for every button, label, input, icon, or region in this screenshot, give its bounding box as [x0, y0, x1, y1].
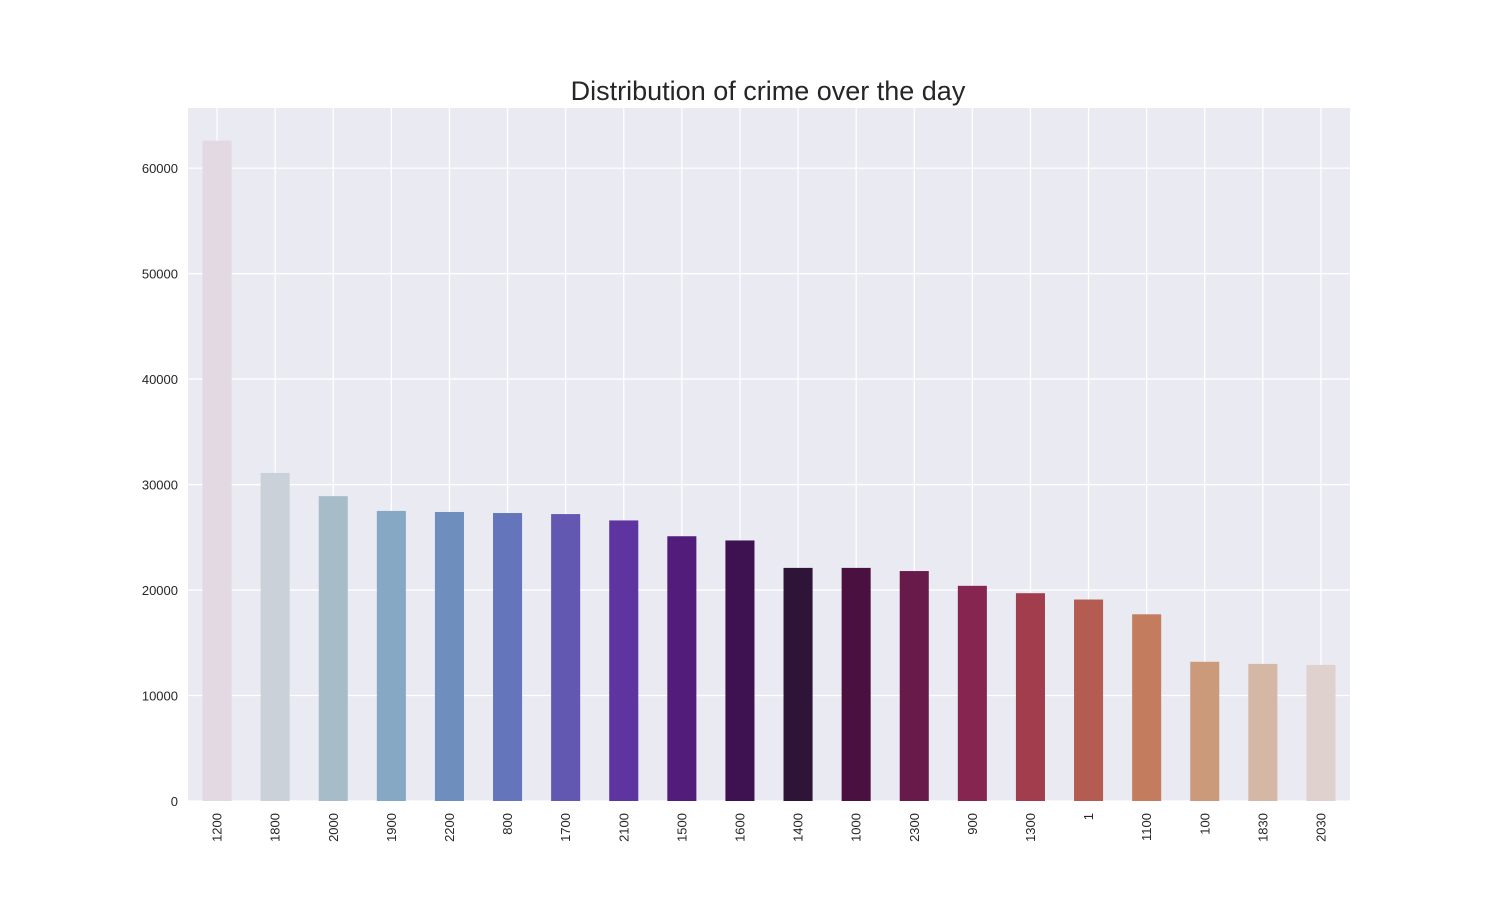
x-tick-label: 2100	[616, 813, 631, 842]
bar-2300	[899, 571, 929, 801]
bar-2100	[609, 520, 639, 801]
bar-1600	[725, 540, 755, 801]
x-tick-label: 1900	[384, 813, 399, 842]
x-tick-label: 1700	[558, 813, 573, 842]
x-tick-label: 1	[1081, 813, 1096, 820]
bar-1300	[1015, 593, 1045, 801]
y-tick-label: 10000	[142, 689, 178, 704]
x-tick-label: 1800	[268, 813, 283, 842]
plot-area	[188, 108, 1350, 801]
x-tick-label: 1600	[732, 813, 747, 842]
x-tick-label: 1400	[791, 813, 806, 842]
bar-1000	[841, 567, 871, 801]
x-tick-label: 1500	[674, 813, 689, 842]
x-tick-label: 2000	[326, 813, 341, 842]
bar-1900	[376, 510, 406, 801]
x-tick-label: 1200	[210, 813, 225, 842]
bar-100	[1190, 661, 1220, 801]
bar-1200	[202, 140, 232, 802]
x-tick-label: 1830	[1255, 813, 1270, 842]
x-tick-label: 1100	[1139, 813, 1154, 841]
y-axis-ticks: 0 10000 20000 30000 40000 50000 60000	[142, 161, 178, 809]
y-tick-label: 0	[171, 794, 178, 809]
x-tick-label: 1300	[1023, 813, 1038, 842]
x-tick-label: 800	[500, 813, 515, 835]
bar-1830	[1248, 663, 1278, 801]
bars	[202, 140, 1336, 802]
bar-1400	[783, 567, 813, 801]
x-tick-label: 100	[1197, 813, 1212, 835]
y-tick-label: 50000	[142, 267, 178, 282]
chart-title: Distribution of crime over the day	[571, 76, 966, 106]
bar-1500	[667, 536, 697, 801]
bar-2030	[1306, 664, 1336, 801]
y-tick-label: 20000	[142, 583, 178, 598]
y-tick-label: 40000	[142, 372, 178, 387]
x-tick-label: 900	[965, 813, 980, 835]
bar-2000	[318, 496, 348, 801]
bar-900	[957, 585, 987, 801]
y-tick-label: 60000	[142, 161, 178, 176]
y-tick-label: 30000	[142, 478, 178, 493]
x-axis-ticks: 1200 1800 2000 1900 2200 800 1700 2100 1500 1600 1…	[210, 813, 1329, 842]
x-tick-label: 1000	[849, 813, 864, 842]
x-tick-label: 2200	[442, 813, 457, 842]
bar-1700	[551, 514, 581, 801]
bar-1	[1074, 599, 1104, 801]
x-tick-label: 2030	[1313, 813, 1328, 842]
x-tick-label: 2300	[907, 813, 922, 842]
bar-2200	[434, 511, 464, 801]
bar-800	[493, 513, 523, 801]
bar-1100	[1132, 614, 1162, 801]
bar-1800	[260, 472, 290, 801]
